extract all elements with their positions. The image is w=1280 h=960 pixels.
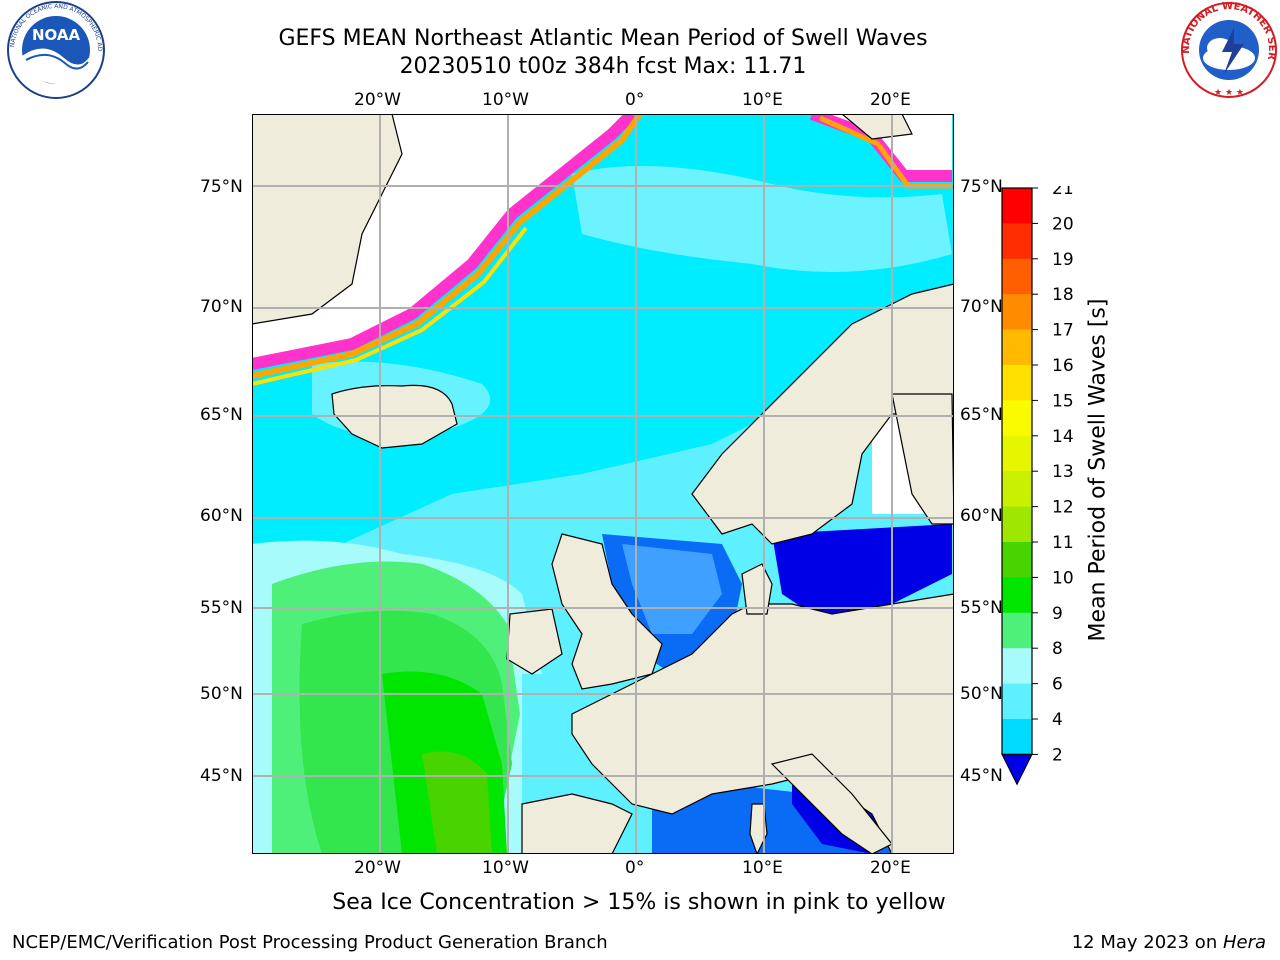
footer-date: 12 May 2023 on Hera [1072,932,1266,953]
footer-credit: NCEP/EMC/Verification Post Processing Pr… [12,932,608,953]
lat-label-left-50n: 50°N [200,684,243,704]
map-title: GEFS MEAN Northeast Atlantic Mean Period… [278,26,928,51]
lat-label-left-55n: 55°N [200,598,243,618]
colorbar: 21 20 19 18 17 16 15 14 13 12 11 10 9 8 6 4 2 [1001,186,1074,786]
lat-label-left-45n: 45°N [200,766,243,786]
svalbard [841,114,913,140]
colorbar-tick-label: 15 [1052,391,1074,411]
colorbar-swatch [1002,542,1032,578]
colorbar-tick-label: 10 [1052,568,1074,588]
greenland [252,114,403,325]
colorbar-tick-label: 18 [1052,285,1074,305]
colorbar-tick-label: 13 [1052,462,1074,482]
colorbar-swatch [1002,294,1032,331]
map-subtitle: 20230510 t00z 384h fcst Max: 11.71 [399,54,807,79]
colorbar-swatch [1002,435,1032,472]
lat-label-right-45n: 45°N [960,766,1003,786]
lon-label-bottom-0: 0° [625,858,645,878]
lat-label-right-70n: 70°N [960,297,1003,317]
colorbar-tick-label: 19 [1052,250,1074,270]
colorbar-ticks: 21 20 19 18 17 16 15 14 13 12 11 10 9 8 6 4 2 [1032,186,1074,765]
colorbar-tick-label: 21 [1052,186,1074,199]
colorbar-swatch [1002,258,1032,295]
lon-label-top-20e: 20°E [870,90,911,110]
lat-label-right-60n: 60°N [960,506,1003,526]
iberia [521,793,633,854]
colorbar-tick-label: 20 [1052,214,1074,234]
graticule [252,114,954,854]
colorbar-tick-label: 16 [1052,356,1074,376]
lat-label-right-55n: 55°N [960,598,1003,618]
colorbar-swatch [1002,506,1032,543]
great-britain [551,533,663,690]
colorbar-tick-label: 12 [1052,498,1074,518]
colorbar-swatch [1002,188,1032,224]
finland [891,393,954,525]
footer-host: Hera [1222,932,1266,953]
sea-ice-caption: Sea Ice Concentration > 15% is shown in … [332,890,946,915]
colorbar-extend-triangle [1001,753,1033,786]
colorbar-tick-label: 4 [1052,710,1063,730]
colorbar-swatch [1002,648,1032,685]
colorbar-tick-label: 8 [1052,639,1063,659]
colorbar-tick-label: 6 [1052,675,1063,695]
colorbar-tick-label: 9 [1052,604,1063,624]
lat-label-right-65n: 65°N [960,405,1003,425]
colorbar-swatch [1002,612,1032,649]
nws-logo: NATIONAL WEATHER SERVICE ★ ★ ★ [1178,0,1277,98]
map-panel [252,114,954,854]
colorbar-swatches [1001,187,1033,786]
colorbar-swatch [1002,223,1032,260]
footer-date-text: 12 May 2023 on [1071,932,1223,953]
noaa-logo: NATIONAL OCEANIC AND ATMOSPHERIC ADMINIS… [4,0,105,99]
colorbar-label: Mean Period of Swell Waves [s] [1085,298,1111,642]
map-canvas [252,114,954,854]
lon-label-bottom-20w: 20°W [354,858,401,878]
lon-label-top-10e: 10°E [742,90,783,110]
colorbar-tick-label: 17 [1052,321,1074,341]
nws-stars: ★ ★ ★ [1214,88,1244,98]
lon-label-top-0: 0° [625,90,645,110]
noaa-logo-text: NOAA [32,26,81,44]
colorbar-swatch [1002,719,1032,755]
lat-label-left-65n: 65°N [200,405,243,425]
lon-label-bottom-10e: 10°E [742,858,783,878]
lon-label-bottom-20e: 20°E [870,858,911,878]
lon-label-top-10w: 10°W [482,90,529,110]
lon-label-bottom-10w: 10°W [482,858,529,878]
lat-label-left-70n: 70°N [200,297,243,317]
lon-label-top-20w: 20°W [354,90,401,110]
colorbar-swatch [1002,365,1032,401]
colorbar-swatch [1002,329,1032,366]
lat-label-right-50n: 50°N [960,684,1003,704]
colorbar-tick-label: 14 [1052,427,1074,447]
colorbar-tick-label: 2 [1052,745,1063,765]
lat-label-left-60n: 60°N [200,506,243,526]
colorbar-swatch [1002,683,1032,720]
corsica-sardinia [749,803,768,854]
colorbar-tick-label: 11 [1052,533,1074,553]
lat-label-left-75n: 75°N [200,177,243,197]
colorbar-swatch [1002,471,1032,508]
colorbar-swatch [1002,400,1032,437]
lat-label-right-75n: 75°N [960,177,1003,197]
colorbar-swatch [1002,577,1032,614]
italy [770,753,893,854]
